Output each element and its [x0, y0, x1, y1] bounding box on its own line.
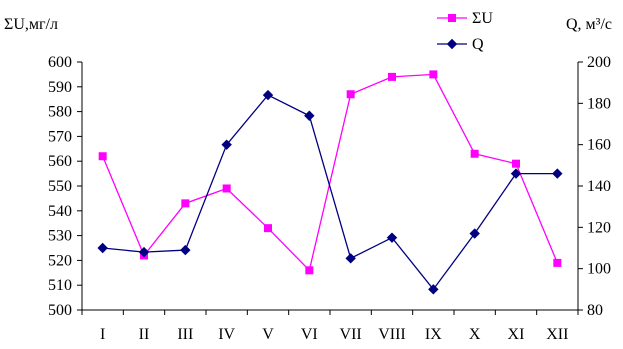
left-y-tick-label: 500 [48, 302, 72, 319]
x-tick-label: V [262, 326, 274, 343]
series-q-point [262, 89, 274, 101]
left-y-tick-label: 570 [48, 128, 72, 145]
series-sum-u-point [470, 149, 479, 158]
right-y-tick-label: 140 [587, 178, 611, 195]
legend-q-marker [446, 38, 458, 50]
right-y-tick-label: 180 [587, 95, 611, 112]
series-q-point [304, 110, 315, 121]
left-y-tick-label: 600 [48, 54, 72, 71]
series-sum-u-point [264, 224, 272, 233]
x-tick-label: VII [340, 326, 362, 343]
left-y-tick-label: 580 [48, 104, 72, 121]
x-tick-label: I [100, 326, 105, 343]
right-y-tick-label: 100 [587, 261, 611, 278]
series-sum-u-line [102, 73, 558, 272]
series-sum-u-point [98, 152, 107, 161]
series-q-line [102, 94, 558, 291]
series-q-point [469, 228, 480, 239]
right-y-tick-label: 160 [587, 137, 611, 154]
right-y-tick-label: 120 [587, 219, 611, 236]
legend-sum-u-label: ΣU [472, 10, 493, 27]
y-axis-left-title: ΣU,мг/л [4, 16, 58, 33]
right-y-tick-label: 200 [587, 54, 611, 71]
series-sum-u-point [429, 70, 438, 79]
left-y-tick-label: 520 [48, 252, 72, 269]
series-q-point [386, 232, 398, 243]
series-sum-u-point [346, 90, 355, 99]
right-y-tick-label: 80 [587, 302, 603, 319]
left-y-tick-label: 590 [48, 79, 72, 96]
series-sum-u-point [553, 258, 562, 267]
left-y-tick-label: 550 [48, 178, 72, 195]
series-sum-u-point [305, 266, 314, 275]
series-q-point [97, 242, 108, 254]
series-sum-u-point [388, 72, 396, 81]
x-tick-label: VI [301, 326, 318, 343]
series-q-point [180, 244, 191, 256]
legend-q-label: Q [472, 36, 484, 53]
x-tick-label: II [139, 326, 150, 343]
series-q-point [221, 139, 232, 150]
legend-sum-u-marker [448, 14, 456, 22]
series-q-point [510, 168, 522, 179]
left-y-tick-label: 530 [48, 228, 72, 245]
series-q-point [138, 246, 150, 258]
x-tick-label: XII [546, 326, 568, 343]
left-y-tick-label: 560 [48, 153, 72, 170]
left-y-tick-label: 540 [48, 203, 72, 220]
series-q-point [428, 284, 439, 295]
series-sum-u-point [222, 184, 231, 193]
series-sum-u-point [512, 159, 520, 168]
y-axis-right-title: Q, м³/с [566, 16, 612, 33]
left-y-tick-label: 510 [48, 277, 72, 294]
x-tick-label: IV [218, 326, 235, 343]
x-tick-label: X [469, 326, 481, 343]
series-sum-u-point [181, 199, 190, 208]
series-q-point [345, 253, 356, 264]
x-tick-label: VIII [378, 326, 406, 343]
x-tick-label: IX [425, 326, 442, 343]
x-tick-label: XI [508, 326, 525, 343]
x-tick-label: III [177, 326, 193, 343]
series-q-point [552, 168, 563, 179]
